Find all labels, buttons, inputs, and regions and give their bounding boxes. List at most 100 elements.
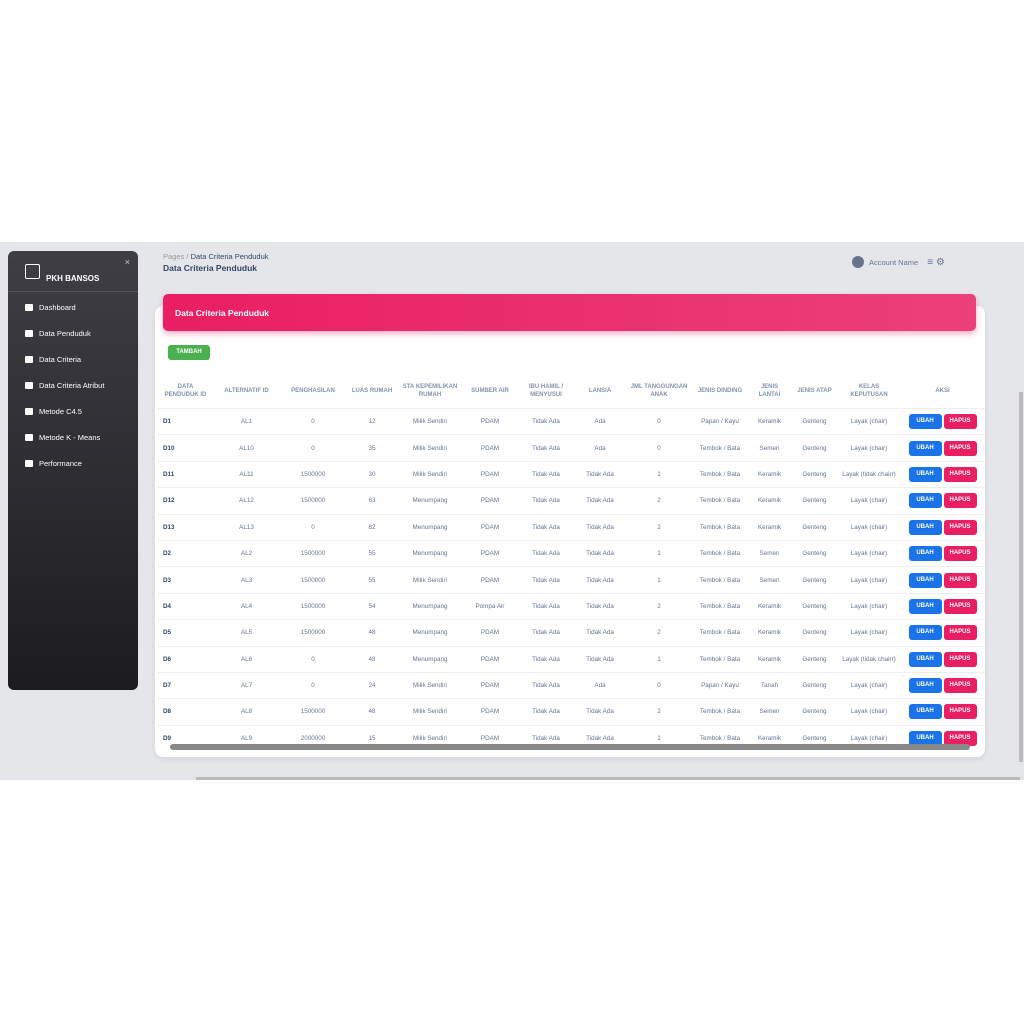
delete-button[interactable]: HAPUS [943,704,977,720]
edit-button[interactable]: UBAH [908,466,942,482]
cell: 1 [626,539,692,567]
account[interactable]: Account Name ≡ ⚙ [852,256,945,268]
cell: Papan / Kayu [692,671,748,699]
table-row: D12 AL12 1500000 63 Menumpang PDAM Tidak Ada Ti… [158,487,985,515]
cell: Milik Sendiri [398,460,462,488]
cell: Genteng [791,434,838,462]
cell: Genteng [791,671,838,699]
menu-item[interactable]: Data Criteria Atribut [25,381,104,390]
edit-button[interactable]: UBAH [908,572,942,588]
crumb-sep: / [186,252,189,261]
delete-button[interactable]: HAPUS [943,598,977,614]
menu-item[interactable]: Data Criteria [25,355,81,364]
edit-button[interactable]: UBAH [908,414,942,430]
edit-button[interactable]: UBAH [908,519,942,535]
cell: 35 [346,434,398,462]
column-header: LANSIA [588,388,612,394]
edit-button[interactable]: UBAH [908,493,942,509]
edit-button[interactable]: UBAH [908,440,942,456]
cell: Layak (chair) [838,698,900,726]
menu-label[interactable]: Performance [39,459,82,468]
menu-label[interactable]: Metode C4.5 [39,407,82,416]
cell: Tidak Ada [518,619,574,647]
edit-button[interactable]: UBAH [908,730,942,746]
sidebar: PKH BANSOS × Dashboard Data Penduduk Data … [8,251,138,690]
cell: 1500000 [280,487,346,515]
cell: 30 [346,460,398,488]
menu-item[interactable]: Dashboard [25,303,76,312]
horizontal-scrollbar[interactable] [170,744,970,750]
brand: PKH BANSOS [46,274,100,283]
cell: 1 [626,645,692,673]
cell: Tidak Ada [574,698,626,726]
cell: 2 [626,619,692,647]
cell: Layak (chair) [838,566,900,594]
column-header: DATA PENDUDUK ID [164,384,207,398]
delete-button[interactable]: HAPUS [943,625,977,641]
delete-button[interactable]: HAPUS [943,678,977,694]
menu-label[interactable]: Metode K - Means [39,433,101,442]
cell: Tidak Ada [574,539,626,567]
cell: Semen [748,434,791,462]
close-button[interactable]: × [124,257,130,267]
delete-button[interactable]: HAPUS [943,414,977,430]
add-button[interactable]: TAMBAH [168,345,210,360]
cell: D12 [158,487,213,515]
cell: D1 [158,407,213,435]
edit-button[interactable]: UBAH [908,651,942,667]
delete-button[interactable]: HAPUS [943,493,977,509]
delete-button[interactable]: HAPUS [943,572,977,588]
menu-item[interactable]: Metode K - Means [25,433,100,442]
cell: Menumpang [398,487,462,515]
cell: D3 [158,566,213,594]
cell: Tidak Ada [574,619,626,647]
edit-button[interactable]: UBAH [908,704,942,720]
edit-button[interactable]: UBAH [908,625,942,641]
delete-button[interactable]: HAPUS [943,519,977,535]
delete-button[interactable]: HAPUS [943,546,977,562]
edit-button[interactable]: UBAH [908,678,942,694]
cell: AL13 [213,513,280,541]
cell: Genteng [791,513,838,541]
menu-item[interactable]: Metode C4.5 [25,407,82,416]
menu-icon [25,408,33,415]
table-row: D6 AL6 0 48 Menumpang PDAM Tidak Ada Tidak Ada 1… [158,645,985,673]
icons[interactable]: ≡ ⚙ [927,256,945,268]
cell: Tembok / Bata [692,487,748,515]
cell: Layak (chair) [838,592,900,620]
menu-label[interactable]: Data Penduduk [39,329,91,338]
cell: AL11 [213,460,280,488]
cell: Genteng [791,645,838,673]
vertical-scrollbar[interactable] [1019,392,1023,762]
edit-button[interactable]: UBAH [908,546,942,562]
menu-label[interactable]: Dashboard [39,303,76,312]
edit-button[interactable]: UBAH [908,598,942,614]
cell: Tidak Ada [518,460,574,488]
cell: D10 [158,434,213,462]
delete-button[interactable]: HAPUS [943,466,977,482]
menu-item[interactable]: Performance [25,459,82,468]
delete-button[interactable]: HAPUS [943,440,977,456]
action-cell: UBAH HAPUS [900,407,985,435]
crumb[interactable]: Pages [163,252,185,261]
menu-item[interactable]: Data Penduduk [25,329,91,338]
cell: Ada [574,407,626,435]
cell: PDAM [462,619,518,647]
menu-label[interactable]: Data Criteria Atribut [39,381,105,390]
cell: Ada [574,434,626,462]
action-cell: UBAH HAPUS [900,671,985,699]
account-name[interactable]: Account Name [869,257,919,267]
cell: 48 [346,698,398,726]
cell: Genteng [791,592,838,620]
cell: Milik Sendiri [398,566,462,594]
cell: 0 [280,671,346,699]
header-row: DATA PENDUDUK ID ALTERNATIF ID PENGHASILAN… [158,374,985,409]
delete-button[interactable]: HAPUS [943,730,977,746]
cell: Layak (chair) [838,434,900,462]
cell: 1500000 [280,539,346,567]
cell: 12 [346,407,398,435]
cell: Layak (chair) [838,539,900,567]
cell: 48 [346,645,398,673]
menu-label[interactable]: Data Criteria [39,355,82,364]
delete-button[interactable]: HAPUS [943,651,977,667]
